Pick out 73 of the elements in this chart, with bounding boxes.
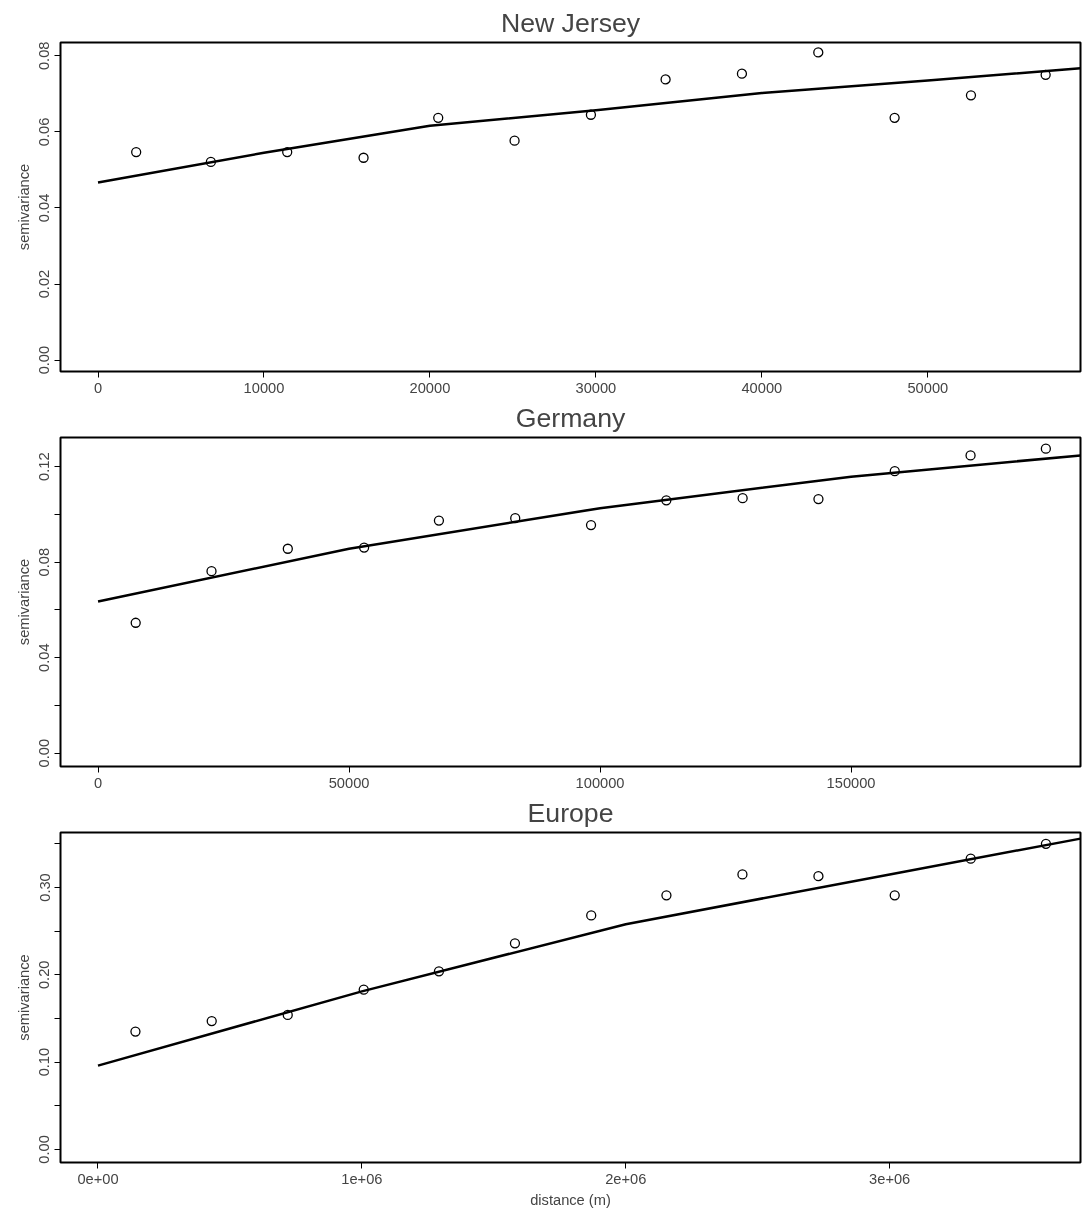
x-tick-label: 0e+00 [77,1170,119,1187]
point [433,112,444,123]
x-tick-label: 150000 [826,774,876,791]
point [358,984,369,995]
point [358,152,369,163]
point [660,74,671,85]
y-tick-label: 0.04 [36,643,53,672]
y-tick-label: 0.00 [36,345,53,375]
y-tick-label: 0.12 [36,452,53,481]
y-tick-label: 0.00 [36,1135,53,1164]
point [433,966,445,977]
y-tick-label: 0.04 [36,193,53,223]
x-tick-label: 50000 [328,774,370,791]
x-tick-label: 50000 [907,379,949,396]
x-axis-title: distance (m) [530,1191,611,1208]
y-tick-label: 0.08 [36,547,53,577]
point [965,90,977,101]
point [433,515,445,526]
x-tick-label: 1e+06 [341,1170,383,1187]
point [586,910,597,921]
x-tick-label: 10000 [243,379,285,396]
point [813,871,824,882]
y-axis-title: semivariance [15,558,32,646]
point [661,495,672,506]
point [813,47,824,58]
point [737,493,748,504]
point [282,1009,293,1021]
point [130,1026,141,1037]
x-tick-label: 100000 [575,774,625,791]
y-axis-title: semivariance [15,954,32,1041]
point [736,68,748,79]
chart-title: Germany [515,402,626,433]
chart-title: New Jersey [500,7,641,38]
y-axis-title: semivariance [15,163,32,251]
point [131,146,142,158]
point [282,543,293,554]
point [889,466,900,477]
point [889,112,900,123]
y-tick-label: 0.20 [36,960,53,990]
y-tick-label: 0.30 [36,873,53,902]
point [282,146,293,158]
point [1040,443,1052,454]
x-tick-label: 2e+06 [605,1170,647,1187]
point [585,519,597,531]
point [130,617,141,628]
chart-title: Europe [527,797,614,828]
point [813,493,824,505]
point [737,869,748,880]
y-tick-label: 0.02 [36,269,53,299]
point [509,938,521,949]
x-tick-label: 0 [93,379,103,396]
point [509,135,520,146]
point [206,566,217,577]
y-tick-label: 0.06 [36,117,53,147]
y-tick-label: 0.10 [36,1047,53,1077]
point [205,156,217,168]
point [206,1015,217,1027]
x-tick-label: 40000 [741,379,783,396]
y-tick-label: 0.08 [36,41,53,71]
point [1040,69,1051,80]
point [358,542,370,553]
point [1040,838,1052,849]
y-tick-label: 0.00 [36,738,53,768]
x-tick-label: 0 [93,774,103,791]
x-tick-label: 3e+06 [869,1170,911,1187]
point [889,890,900,901]
point [510,513,521,524]
point [661,890,672,901]
point [965,450,976,461]
point [965,853,976,864]
point [585,109,597,120]
x-tick-label: 30000 [575,379,617,396]
x-tick-label: 20000 [409,379,451,396]
